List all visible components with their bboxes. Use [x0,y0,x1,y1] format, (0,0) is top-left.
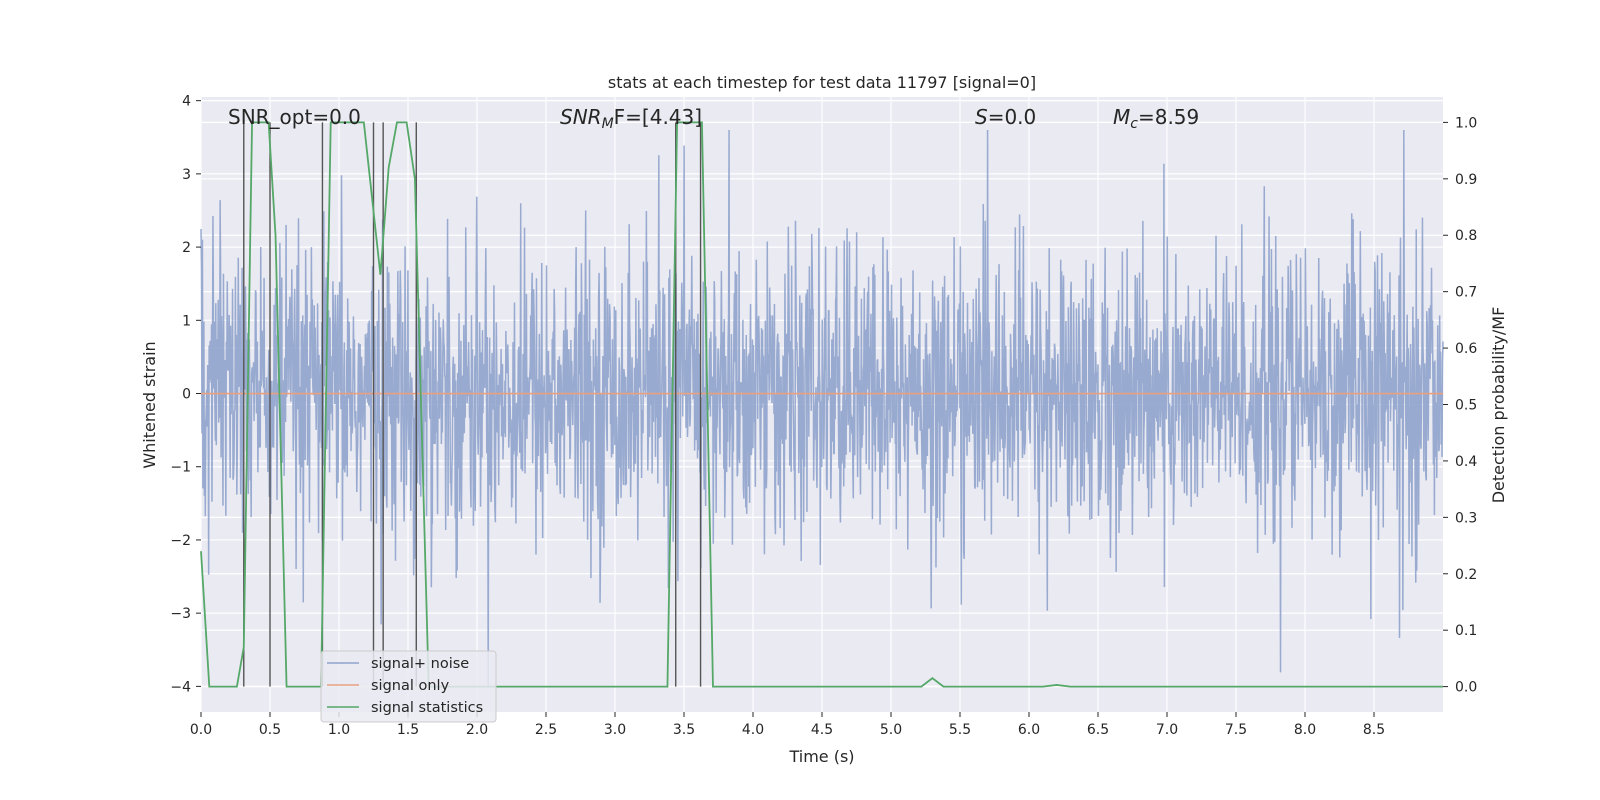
y-tick-label-left: −1 [170,460,191,476]
signal-statistics-line [200,121,1443,688]
y-tick-label-right: 0.4 [1455,454,1477,470]
x-tick-label: 0.5 [259,722,281,738]
y-tick-label-left: −3 [170,606,191,622]
series-signal-statistics [200,121,1443,688]
y-axis-label-left: Whitened strain [140,341,159,468]
x-tick-label: 8.0 [1294,722,1316,738]
annotation-snr-mf: SNRMF=[4.43] [560,105,702,132]
x-tick-label: 6.0 [1018,722,1040,738]
annotation-s-var: S [975,105,988,129]
x-tick-label: 7.5 [1225,722,1247,738]
ticks: 0.0 0.5 1.0 1.5 2.0 2.5 3.0 3.5 4.0 4.5 5.0 5.5 6.0 6… [170,94,1477,738]
annotation-s: S=0.0 [975,105,1036,129]
y-tick-label-left: 2 [182,240,191,256]
annotation-mc-sub: c [1130,116,1138,132]
legend-label-signal-statistics: signal statistics [371,700,483,716]
y-tick-label-right: 0.5 [1455,398,1477,414]
x-tick-label: 5.5 [949,722,971,738]
x-tick-label: 0.0 [190,722,212,738]
x-tick-label: 7.0 [1156,722,1178,738]
annotation-snr-mf-sub: M [602,116,614,132]
y-tick-label-left: −4 [170,679,191,695]
y-tick-label-left: 3 [182,167,191,183]
x-tick-label: 5.0 [880,722,902,738]
x-tick-label: 2.0 [466,722,488,738]
y-tick-label-right: 0.3 [1455,510,1477,526]
x-tick-label: 1.0 [328,722,350,738]
chart-title: stats at each timestep for test data 117… [608,73,1036,92]
legend-label-signal-only: signal only [371,678,450,694]
y-tick-label-right: 0.2 [1455,567,1477,583]
x-tick-label: 4.0 [742,722,764,738]
x-tick-label: 6.5 [1087,722,1109,738]
y-tick-label-left: 4 [182,94,191,110]
y-tick-label-left: −2 [170,533,191,549]
annotation-mc-val: =8.59 [1138,105,1199,129]
y-tick-label-right: 0.0 [1455,680,1477,696]
y-tick-label-right: 0.7 [1455,285,1477,301]
annotation-mc-var: M [1113,105,1130,129]
annotation-snr-opt: SNR_opt=0.0 [228,105,361,129]
y-tick-label-right: 0.6 [1455,341,1477,357]
y-tick-label-right: 0.8 [1455,228,1477,244]
annotation-snr-mf-base: SNR [560,105,602,129]
y-tick-label-right: 0.9 [1455,172,1477,188]
x-tick-label: 3.0 [604,722,626,738]
legend-box [320,650,497,723]
y-tick-label-left: 1 [182,313,191,329]
legend: signal+ noise signal only signal statist… [320,650,497,723]
y-tick-label-right: 0.1 [1455,623,1477,639]
y-tick-label-right: 1.0 [1455,115,1477,131]
annotation-snr-mf-tail: F=[4.43] [614,105,702,129]
legend-label-signal-noise: signal+ noise [371,656,469,672]
x-tick-label: 1.5 [397,722,419,738]
y-axis-label-right: Detection probability/MF [1489,307,1508,504]
x-tick-label: 4.5 [811,722,833,738]
annotation-mc: Mc=8.59 [1113,105,1199,132]
x-tick-label: 3.5 [673,722,695,738]
annotation-s-val: =0.0 [988,105,1037,129]
x-tick-label: 8.5 [1363,722,1385,738]
x-axis-label: Time (s) [788,747,854,766]
y-tick-label-left: 0 [182,387,191,403]
x-tick-label: 2.5 [535,722,557,738]
